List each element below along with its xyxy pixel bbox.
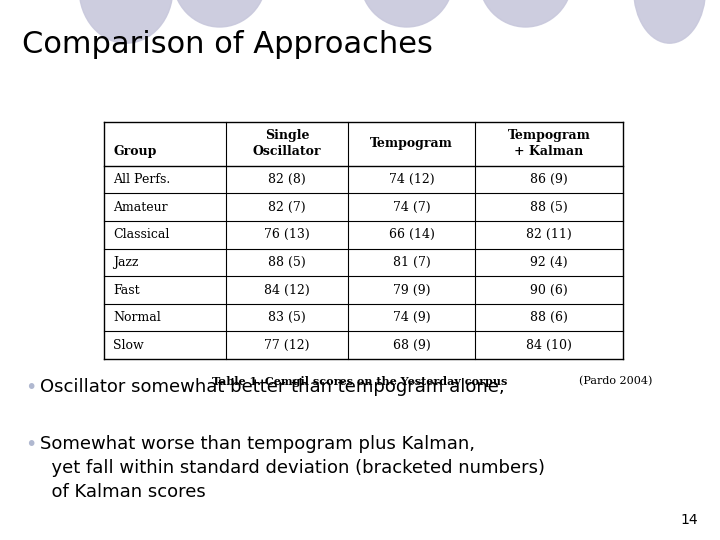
Text: 68 (9): 68 (9)	[392, 339, 431, 352]
Text: 90 (6): 90 (6)	[530, 284, 568, 296]
Text: 14: 14	[681, 512, 698, 526]
Text: •: •	[25, 378, 37, 397]
Text: 66 (14): 66 (14)	[389, 228, 434, 241]
Text: 84 (12): 84 (12)	[264, 284, 310, 296]
Text: 81 (7): 81 (7)	[392, 256, 431, 269]
Text: 83 (5): 83 (5)	[269, 311, 306, 324]
Text: Jazz: Jazz	[113, 256, 138, 269]
Text: 88 (6): 88 (6)	[530, 311, 568, 324]
Text: •: •	[25, 435, 37, 454]
Text: 82 (7): 82 (7)	[269, 201, 306, 214]
Ellipse shape	[79, 0, 173, 43]
Text: 74 (7): 74 (7)	[392, 201, 431, 214]
Text: All Perfs.: All Perfs.	[113, 173, 171, 186]
Text: 77 (12): 77 (12)	[264, 339, 310, 352]
Text: Oscillator somewhat better than tempogram alone,: Oscillator somewhat better than tempogra…	[40, 378, 504, 396]
Text: Amateur: Amateur	[113, 201, 168, 214]
Text: Single
Oscillator: Single Oscillator	[253, 129, 321, 158]
Text: Comparison of Approaches: Comparison of Approaches	[22, 30, 433, 59]
Text: 82 (8): 82 (8)	[269, 173, 306, 186]
Text: Slow: Slow	[113, 339, 144, 352]
Ellipse shape	[360, 0, 454, 27]
Text: 74 (12): 74 (12)	[389, 173, 434, 186]
Text: 92 (4): 92 (4)	[530, 256, 568, 269]
Text: (Pardo 2004): (Pardo 2004)	[572, 376, 653, 387]
Text: 86 (9): 86 (9)	[530, 173, 568, 186]
Text: 88 (5): 88 (5)	[269, 256, 306, 269]
Text: Fast: Fast	[113, 284, 140, 296]
Text: 79 (9): 79 (9)	[393, 284, 431, 296]
Ellipse shape	[634, 0, 706, 43]
Text: 82 (11): 82 (11)	[526, 228, 572, 241]
Ellipse shape	[173, 0, 266, 27]
Text: Normal: Normal	[113, 311, 161, 324]
Text: Tempogram
+ Kalman: Tempogram + Kalman	[508, 129, 590, 158]
Text: Tempogram: Tempogram	[370, 137, 453, 150]
Text: Table 1. Cemgil scores on the Yesterday corpus: Table 1. Cemgil scores on the Yesterday …	[212, 376, 508, 387]
Text: Group: Group	[113, 145, 156, 158]
Text: 84 (10): 84 (10)	[526, 339, 572, 352]
Text: 88 (5): 88 (5)	[530, 201, 568, 214]
Text: Somewhat worse than tempogram plus Kalman,
  yet fall within standard deviation : Somewhat worse than tempogram plus Kalma…	[40, 435, 544, 501]
Ellipse shape	[479, 0, 572, 27]
Text: Classical: Classical	[113, 228, 169, 241]
Text: 74 (9): 74 (9)	[392, 311, 431, 324]
Text: 76 (13): 76 (13)	[264, 228, 310, 241]
